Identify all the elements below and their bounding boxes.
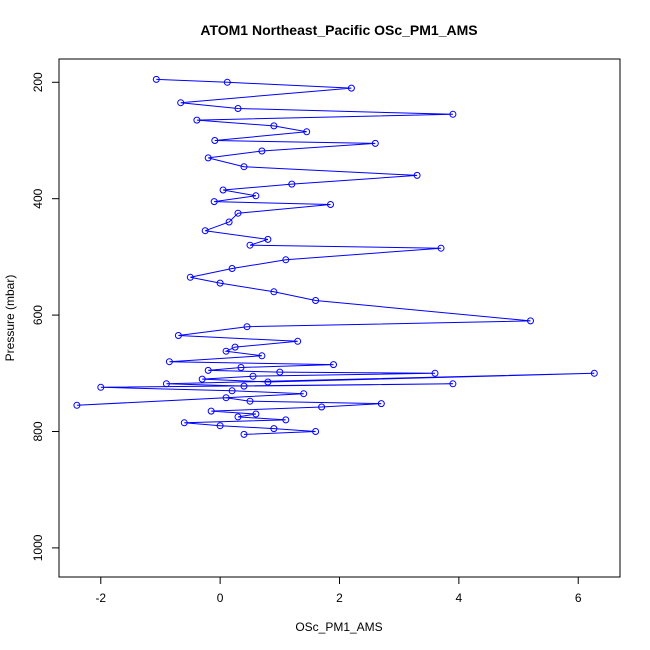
y-axis-label: Pressure (mbar)	[3, 275, 17, 362]
data-point	[219, 186, 227, 194]
data-point	[318, 403, 326, 411]
data-point	[246, 397, 254, 405]
data-point	[330, 361, 337, 369]
data-point	[193, 116, 201, 124]
data-point	[258, 147, 266, 155]
data-point	[211, 137, 219, 144]
data-point	[204, 366, 212, 374]
x-tick-label: 4	[456, 591, 463, 605]
data-point	[327, 201, 334, 208]
data-point	[294, 337, 302, 345]
data-point	[264, 378, 272, 386]
data-point	[177, 99, 185, 107]
data-point	[165, 358, 173, 366]
data-point	[276, 368, 284, 376]
y-tick-label: 200	[31, 72, 45, 92]
y-tick-label: 600	[31, 305, 45, 325]
data-point	[223, 78, 231, 86]
data-point	[174, 332, 182, 339]
series-layer	[73, 75, 598, 438]
x-axis: -2 0 2 4 6	[95, 577, 582, 605]
data-point	[204, 154, 212, 162]
data-point	[264, 235, 272, 243]
data-point	[288, 180, 296, 188]
plot-frame	[58, 58, 621, 578]
y-tick-label: 400	[31, 188, 45, 208]
data-point	[282, 416, 290, 424]
data-point	[300, 390, 308, 398]
x-tick-label: 6	[575, 591, 582, 605]
y-tick-label: 1000	[31, 534, 45, 561]
data-point	[270, 122, 278, 130]
data-point	[527, 317, 534, 325]
chart-title: ATOM1 Northeast_Pacific OSc_PM1_AMS	[200, 22, 477, 38]
data-point	[243, 323, 251, 331]
data-point	[207, 407, 215, 415]
data-point	[198, 375, 206, 383]
data-point	[222, 394, 230, 402]
data-point	[303, 128, 311, 136]
data-point	[249, 372, 257, 380]
x-tick-label: -2	[95, 591, 106, 605]
data-point	[237, 364, 245, 371]
data-point	[240, 430, 248, 438]
data-point	[231, 343, 239, 351]
data-point	[437, 244, 445, 252]
data-point	[449, 380, 457, 388]
series-line	[76, 78, 595, 435]
x-tick-label: 0	[217, 591, 224, 605]
data-point	[312, 428, 320, 435]
data-point	[186, 273, 194, 281]
data-point	[234, 413, 242, 421]
data-point	[180, 419, 188, 427]
data-point	[431, 369, 439, 377]
data-point	[252, 192, 260, 200]
data-point	[590, 369, 598, 377]
data-point	[449, 110, 457, 118]
data-point	[234, 209, 242, 217]
data-point	[216, 279, 224, 287]
data-point	[270, 288, 278, 296]
y-axis: 200 400 600 800 1000	[31, 72, 59, 561]
data-point	[225, 218, 233, 226]
data-point	[234, 105, 242, 112]
data-point	[246, 241, 254, 249]
data-point	[312, 297, 320, 304]
data-point	[228, 265, 236, 272]
data-point	[347, 84, 355, 92]
data-point	[210, 198, 218, 206]
data-point	[228, 387, 236, 395]
data-point	[152, 75, 160, 83]
data-point	[240, 163, 248, 171]
data-point	[240, 382, 248, 390]
data-point	[252, 410, 260, 418]
data-point	[216, 422, 224, 430]
data-point	[377, 400, 385, 408]
data-point	[258, 352, 266, 360]
data-point	[413, 171, 421, 179]
y-tick-label: 800	[31, 421, 45, 441]
data-point	[222, 347, 230, 355]
data-point	[73, 401, 81, 409]
data-point	[282, 256, 290, 264]
data-point	[162, 380, 170, 388]
data-point	[270, 425, 278, 433]
x-tick-label: 2	[336, 591, 343, 605]
x-axis-label: OSc_PM1_AMS	[295, 620, 382, 634]
data-point	[201, 227, 209, 235]
data-point	[97, 383, 105, 391]
data-point	[371, 139, 379, 147]
